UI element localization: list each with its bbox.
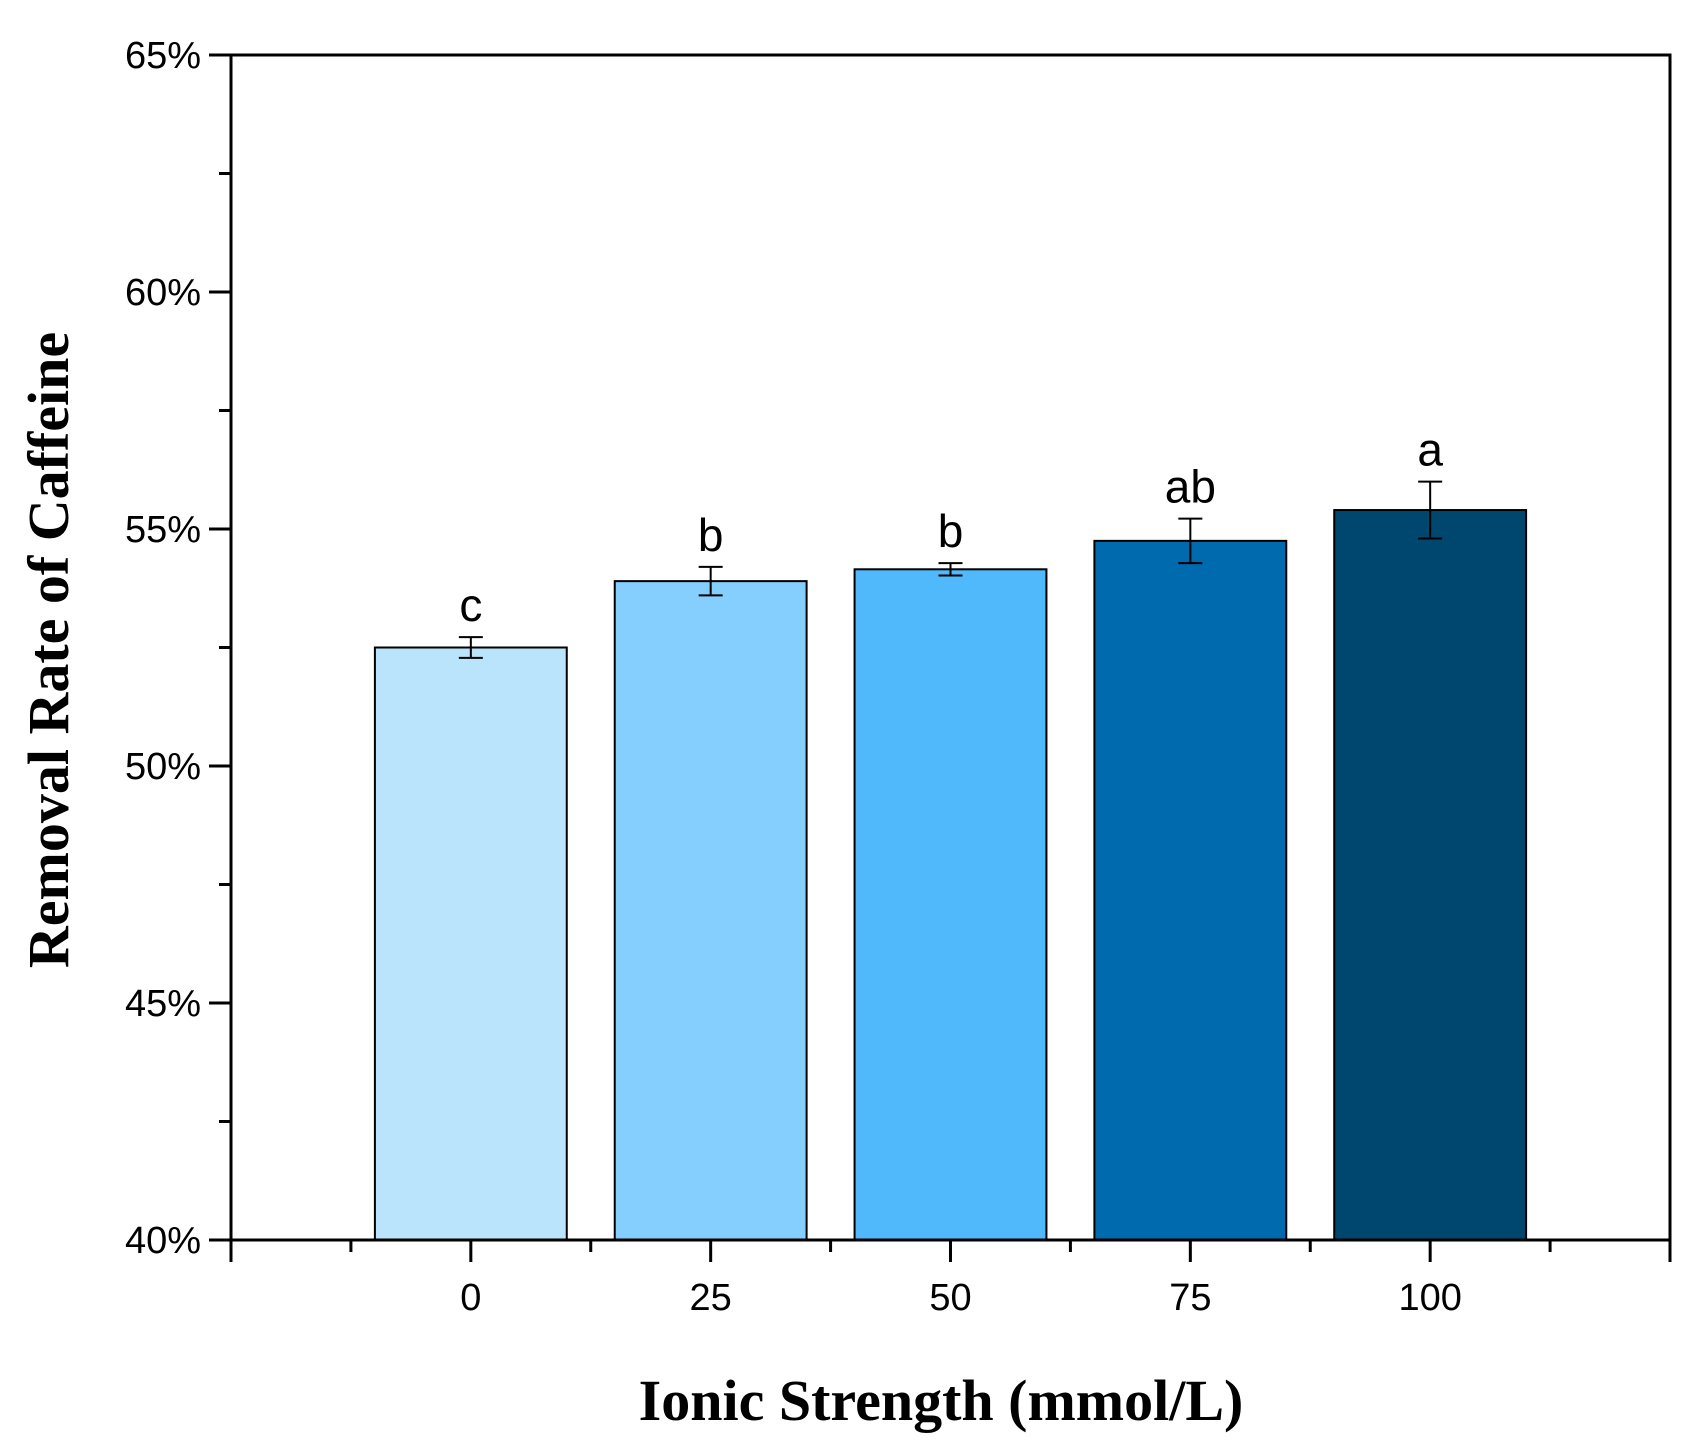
bar-100 (1333, 509, 1528, 1242)
significance-label-75: ab (1165, 461, 1216, 513)
significance-label-25: b (698, 509, 724, 561)
x-tick-label-100: 100 (1398, 1277, 1461, 1319)
error-bars-layer (458, 480, 1443, 659)
bar-25 (613, 580, 808, 1241)
x-axis-title: Ionic Strength (mmol/L) (639, 1368, 1244, 1433)
error-bar-50 (938, 562, 963, 577)
error-bar-75 (1178, 517, 1203, 565)
significance-label-0: c (459, 579, 482, 631)
y-tick-label: 60% (125, 272, 201, 314)
x-tick-label-25: 25 (690, 1277, 732, 1319)
axes-layer: 40% 45% 50% 55% 60% 65% 0 25 50 75 100 (125, 35, 1672, 1319)
y-tick-label: 65% (125, 35, 201, 77)
error-bar-25 (698, 565, 723, 597)
bars-layer (373, 509, 1528, 1242)
y-tick-label: 55% (125, 509, 201, 551)
bar-50 (853, 568, 1048, 1241)
error-bar-0 (458, 636, 483, 659)
y-tick-label: 40% (125, 1220, 201, 1262)
error-bar-100 (1418, 480, 1443, 540)
x-tick-label-75: 75 (1169, 1277, 1211, 1319)
y-tick-label: 50% (125, 746, 201, 788)
bar-0 (373, 646, 568, 1241)
y-axis-title: Removal Rate of Caffeine (16, 332, 81, 968)
significance-label-100: a (1417, 424, 1443, 476)
bar-75 (1093, 539, 1288, 1241)
y-tick-label: 45% (125, 983, 201, 1025)
x-tick-label-0: 0 (460, 1277, 481, 1319)
significance-labels-layer: c b b ab a (459, 424, 1443, 631)
x-tick-label-50: 50 (929, 1277, 971, 1319)
significance-label-50: b (938, 505, 964, 557)
